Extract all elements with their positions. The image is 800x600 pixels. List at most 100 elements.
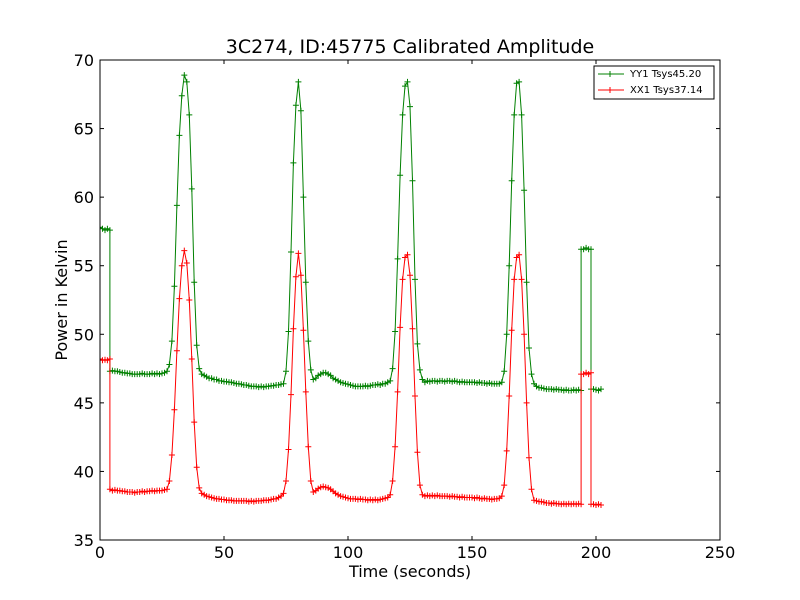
data-point (188, 356, 195, 362)
data-point (498, 379, 505, 386)
data-point (300, 327, 307, 334)
data-point (526, 454, 532, 461)
data-point (508, 177, 515, 184)
data-point (307, 366, 314, 373)
data-point (412, 393, 418, 399)
data-point (526, 345, 532, 351)
data-point (387, 377, 394, 384)
axis-ticks: 0 50 100 150 200 250 35 40 45 50 55 60 65 70 (74, 51, 736, 562)
data-point (523, 279, 530, 286)
legend-box (593, 65, 715, 100)
data-point (106, 356, 113, 362)
data-point (164, 486, 170, 493)
data-point (503, 331, 510, 338)
data-point (528, 486, 535, 493)
data-point (399, 111, 406, 118)
data-point (283, 478, 289, 484)
data-point (511, 276, 518, 283)
data-point (186, 297, 193, 303)
data-point (521, 187, 528, 194)
data-point (288, 391, 294, 398)
data-point (178, 92, 185, 99)
data-point (178, 262, 185, 269)
plus-marker-icon (607, 87, 613, 93)
series-yy1 (100, 72, 604, 394)
y-tick-label: 55 (74, 257, 94, 276)
data-point (171, 283, 178, 290)
data-point (193, 464, 200, 471)
data-point (196, 365, 203, 372)
data-point (498, 493, 505, 500)
data-point (290, 159, 297, 166)
data-point (528, 371, 535, 378)
data-point (183, 260, 190, 266)
data-point (501, 482, 508, 489)
data-point (399, 276, 406, 283)
data-point (516, 78, 523, 85)
data-point (503, 447, 510, 454)
data-point (392, 328, 399, 335)
chart-title: 3C274, ID:45775 Calibrated Amplitude (226, 36, 594, 58)
data-point (285, 446, 292, 453)
data-point (518, 276, 525, 283)
data-point (164, 368, 170, 375)
data-point (578, 501, 585, 508)
data-point (407, 272, 413, 279)
data-point (414, 340, 421, 347)
data-point (416, 366, 423, 373)
x-tick-label: 200 (581, 543, 612, 562)
data-point (297, 107, 304, 114)
y-tick-label: 60 (74, 188, 94, 207)
series-xx1 (100, 247, 604, 508)
data-point (106, 227, 113, 234)
data-point (173, 347, 180, 354)
y-tick-label: 70 (74, 51, 94, 70)
data-point (404, 251, 411, 258)
data-point (183, 78, 190, 85)
data-point (292, 273, 299, 280)
data-point (280, 380, 287, 387)
data-point (193, 342, 200, 349)
data-point (181, 247, 188, 254)
data-point (394, 255, 401, 262)
data-point (516, 251, 523, 258)
data-point (506, 262, 513, 269)
x-tick-label: 150 (457, 543, 488, 562)
y-tick-label: 40 (74, 462, 94, 481)
data-point (176, 132, 183, 139)
data-point (297, 272, 304, 279)
data-point (392, 443, 399, 450)
data-point (598, 386, 604, 393)
data-point (290, 325, 297, 332)
data-point (397, 324, 404, 331)
y-axis-title: Power in Kelvin (52, 239, 71, 360)
data-point (409, 177, 416, 184)
legend-label-yy1: YY1 Tsys45.20 (629, 69, 701, 80)
legend-entry-xx1: XX1 Tsys37.14 (598, 85, 703, 96)
data-point (389, 365, 396, 372)
x-tick-label: 50 (214, 543, 234, 562)
data-point (168, 338, 175, 345)
legend-label-xx1: XX1 Tsys37.14 (630, 85, 703, 96)
data-point (173, 202, 180, 209)
data-point (288, 249, 294, 255)
data-point (305, 443, 312, 450)
data-point (302, 279, 309, 286)
data-point (521, 331, 528, 338)
data-point (292, 102, 299, 109)
y-tick-label: 35 (74, 531, 94, 550)
x-axis-title: Time (seconds) (348, 562, 471, 581)
data-point (283, 368, 289, 375)
data-point (414, 449, 421, 456)
series-line (100, 74, 602, 392)
plot-area (100, 72, 604, 508)
legend: YY1 Tsys45.20 XX1 Tsys37.14 (593, 65, 715, 100)
data-point (508, 327, 515, 334)
data-point (191, 279, 198, 286)
series-line (100, 250, 602, 506)
data-point (300, 194, 307, 201)
data-point (181, 72, 188, 79)
data-point (295, 250, 302, 257)
data-point (518, 111, 525, 118)
